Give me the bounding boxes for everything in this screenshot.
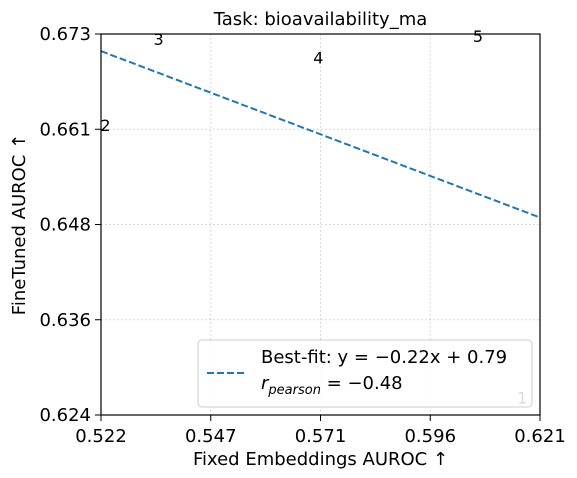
y-tick-label: 0.624 <box>39 405 91 426</box>
y-tick-label: 0.636 <box>39 310 91 331</box>
plot-frame <box>100 33 541 416</box>
point-label: 2 <box>100 116 110 135</box>
y-axis-label: FineTuned AUROC ↑ <box>9 134 30 315</box>
legend-entry-pearson: rpearson = −0.48 <box>261 373 403 398</box>
point-label: 3 <box>154 30 164 49</box>
legend-entry-fit: Best-fit: y = −0.22x + 0.79 <box>261 347 507 368</box>
best-fit-line <box>100 50 541 219</box>
point-label: 4 <box>313 49 323 68</box>
point-label: 5 <box>473 27 483 46</box>
x-tick-label: 0.571 <box>295 426 347 447</box>
y-tick-label: 0.661 <box>39 119 91 140</box>
y-tick-label: 0.648 <box>39 215 91 236</box>
chart-title: Task: bioavailability_ma <box>213 9 428 30</box>
x-tick-label: 0.522 <box>75 426 127 447</box>
x-tick-label: 0.596 <box>404 426 456 447</box>
x-tick-label: 0.621 <box>514 426 566 447</box>
x-axis-label: Fixed Embeddings AUROC ↑ <box>193 449 448 470</box>
legend: Best-fit: y = −0.22x + 0.79 rpearson = −0… <box>197 339 533 408</box>
legend-box <box>197 339 533 408</box>
x-tick-label: 0.547 <box>185 426 237 447</box>
legend-r-symbol: r <box>261 373 270 394</box>
y-tick-label: 0.673 <box>39 24 91 45</box>
legend-r-subscript: pearson <box>267 383 321 398</box>
legend-r-value: = −0.48 <box>321 373 403 394</box>
